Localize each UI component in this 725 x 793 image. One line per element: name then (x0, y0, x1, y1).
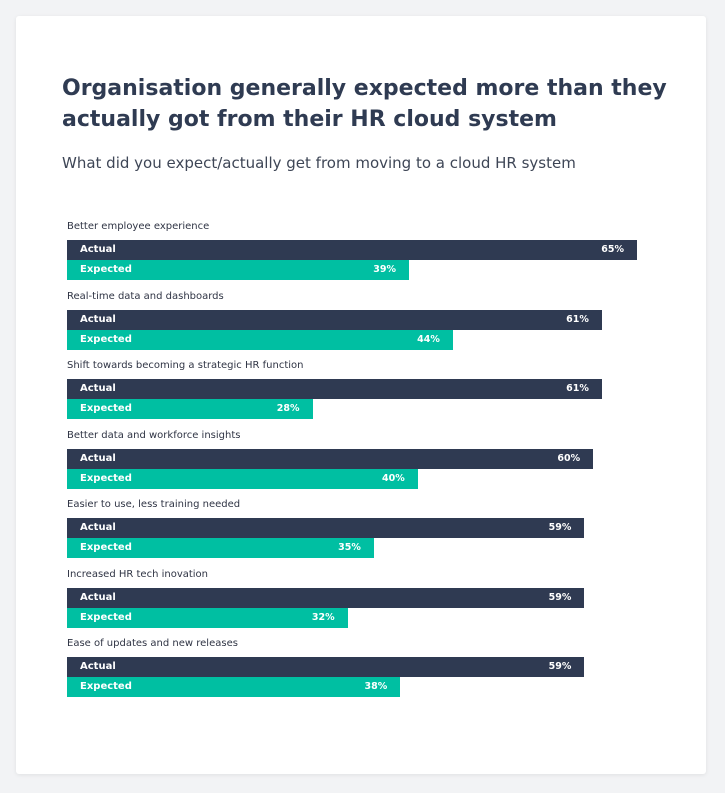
series-label: Actual (80, 244, 116, 255)
expected-bar: Expected 28% (67, 399, 313, 419)
actual-bar: Actual 61% (67, 309, 602, 330)
category-label: Ease of updates and new releases (67, 638, 238, 649)
series-label: Expected (80, 611, 132, 623)
category-group: Better data and workforce insights Actual… (67, 429, 667, 499)
series-label: Expected (80, 472, 132, 484)
series-label: Actual (80, 661, 116, 672)
actual-bar: Actual 59% (67, 587, 585, 608)
series-label: Expected (80, 264, 132, 275)
value-label: 39% (373, 264, 396, 275)
actual-bar: Actual 61% (67, 379, 602, 399)
series-label: Actual (80, 591, 116, 603)
category-label: Real-time data and dashboards (67, 290, 224, 302)
value-label: 61% (566, 383, 589, 394)
category-label: Better data and workforce insights (67, 429, 241, 441)
category-group: Increased HR tech inovation Actual 59% Expe… (67, 568, 667, 638)
series-label: Expected (80, 403, 132, 414)
expected-bar: Expected 35% (67, 538, 374, 558)
expected-bar: Expected 40% (67, 468, 418, 489)
expected-bar: Expected 38% (67, 677, 401, 697)
chart-title: Organisation generally expected more tha… (62, 76, 667, 132)
value-label: 59% (548, 591, 572, 603)
category-label: Increased HR tech inovation (67, 568, 209, 580)
actual-bar: Actual 60% (67, 448, 594, 469)
category-group: Easier to use, less training needed Actua… (67, 498, 667, 568)
expected-bar: Expected 44% (67, 329, 453, 350)
category-group: Shift towards becoming a strategic HR fu… (67, 359, 667, 429)
bar-chart: Better employee experience Actual 65% Expec… (67, 220, 667, 710)
series-label: Actual (80, 522, 116, 533)
value-label: 65% (601, 244, 624, 255)
series-label: Actual (80, 383, 116, 394)
expected-bar: Expected 39% (67, 260, 409, 280)
value-label: 61% (566, 313, 589, 325)
value-label: 32% (311, 611, 335, 623)
chart-subtitle: What did you expect/actually get from mo… (62, 154, 576, 172)
category-group: Ease of updates and new releases Actual 59… (67, 637, 667, 707)
series-label: Expected (80, 681, 132, 692)
category-label: Easier to use, less training needed (67, 499, 241, 510)
value-label: 59% (548, 522, 572, 533)
series-label: Actual (80, 313, 116, 325)
value-label: 35% (338, 542, 361, 553)
actual-bar: Actual 59% (67, 657, 585, 677)
value-label: 38% (364, 681, 388, 692)
series-label: Expected (80, 333, 132, 345)
value-label: 28% (276, 403, 300, 414)
value-label: 40% (382, 472, 405, 484)
expected-bar: Expected 32% (67, 607, 348, 628)
series-label: Expected (80, 542, 132, 553)
category-label: Shift towards becoming a strategic HR fu… (67, 360, 304, 371)
value-label: 60% (557, 452, 581, 464)
series-label: Actual (80, 452, 116, 464)
category-group: Real-time data and dashboards Actual 61% Ex… (67, 290, 667, 360)
category-label: Better employee experience (67, 221, 210, 232)
chart-card: Organisation generally expected more tha… (16, 16, 706, 774)
actual-bar: Actual 59% (67, 518, 585, 538)
value-label: 59% (548, 661, 572, 672)
value-label: 44% (417, 333, 440, 345)
category-group: Better employee experience Actual 65% Expec… (67, 220, 667, 290)
actual-bar: Actual 65% (67, 240, 637, 260)
